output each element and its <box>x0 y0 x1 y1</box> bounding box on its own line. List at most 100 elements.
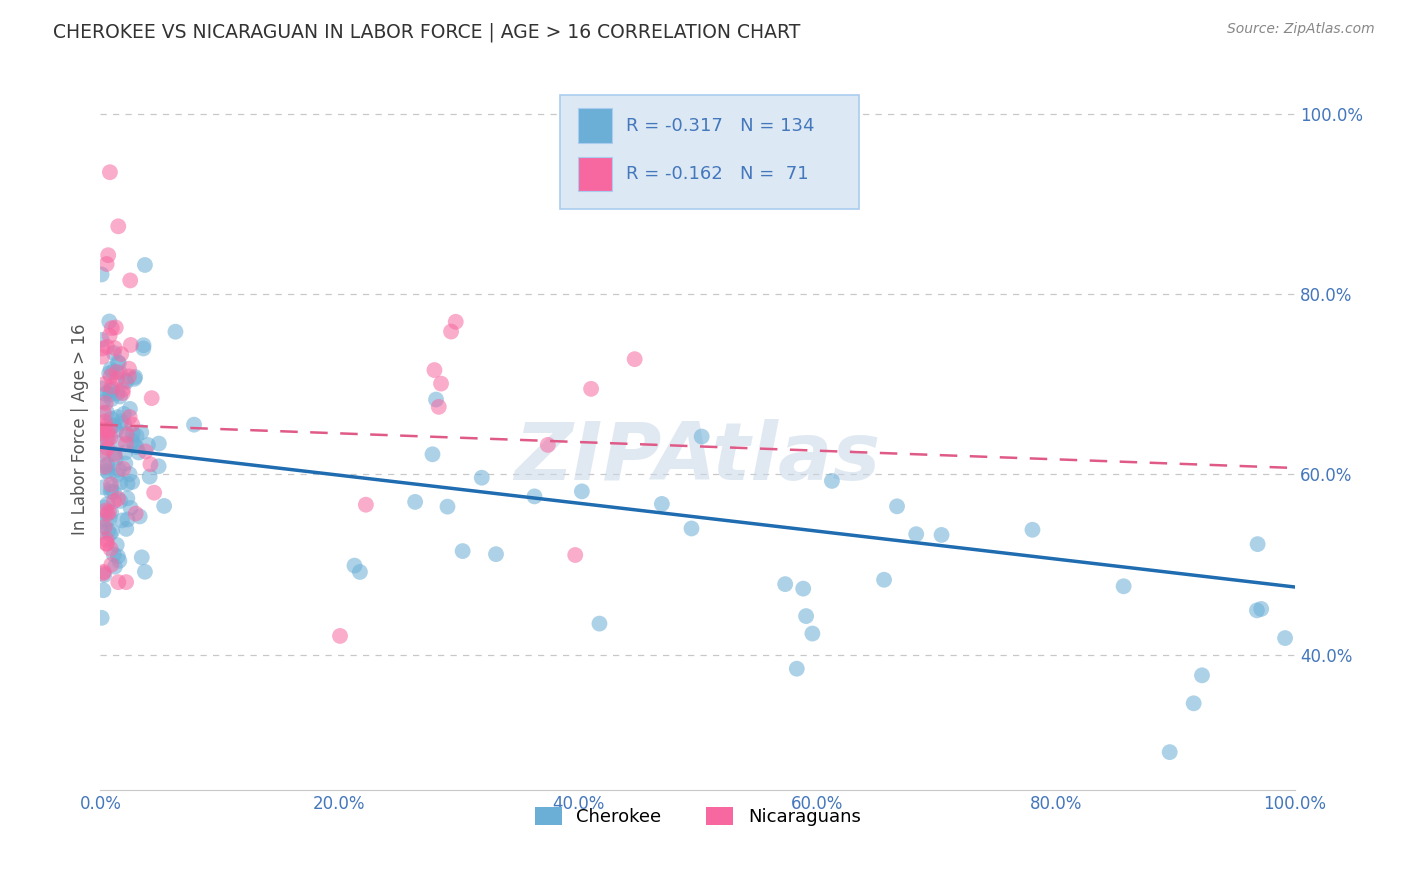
Point <box>523 490 546 504</box>
Point <box>134 565 156 579</box>
Point <box>125 440 148 454</box>
Text: CHEROKEE VS NICARAGUAN IN LABOR FORCE | AGE > 16 CORRELATION CHART: CHEROKEE VS NICARAGUAN IN LABOR FORCE | … <box>53 22 801 42</box>
Point <box>120 501 142 516</box>
Point <box>115 375 138 389</box>
Point <box>105 538 128 552</box>
FancyBboxPatch shape <box>561 95 859 210</box>
Point <box>121 475 143 489</box>
Point <box>451 544 474 558</box>
Point <box>103 485 125 500</box>
Point <box>128 445 150 459</box>
Point <box>117 491 139 506</box>
Point <box>121 426 143 441</box>
Point <box>104 451 127 466</box>
Point <box>139 458 162 472</box>
Point <box>111 513 134 527</box>
Point <box>153 499 176 513</box>
Point <box>118 467 141 482</box>
Point <box>115 426 138 441</box>
Point <box>96 406 118 420</box>
Point <box>96 433 118 447</box>
Point <box>105 386 128 401</box>
Point <box>100 411 122 425</box>
Point <box>100 477 122 491</box>
Point <box>114 445 136 459</box>
Point <box>94 520 117 534</box>
Point <box>101 383 124 397</box>
Point <box>98 165 121 179</box>
Y-axis label: In Labor Force | Age > 16: In Labor Force | Age > 16 <box>72 324 89 535</box>
Point <box>94 419 117 434</box>
Point <box>91 342 114 356</box>
Point <box>93 445 115 459</box>
Point <box>1021 523 1043 537</box>
Point <box>117 476 139 491</box>
Point <box>110 494 132 508</box>
Point <box>148 459 170 474</box>
Point <box>98 387 121 401</box>
Bar <box>578 108 612 143</box>
Text: ZIPAtlas: ZIPAtlas <box>515 419 880 497</box>
Point <box>579 382 602 396</box>
Point <box>90 268 112 282</box>
Point <box>107 219 129 234</box>
Point <box>103 447 125 461</box>
Point <box>681 521 703 535</box>
Point <box>94 415 117 429</box>
Point <box>96 460 118 475</box>
Point <box>120 338 142 352</box>
Point <box>105 435 128 450</box>
Point <box>91 566 114 581</box>
Point <box>100 541 122 556</box>
Point <box>564 548 586 562</box>
Point <box>107 355 129 369</box>
Point <box>104 341 127 355</box>
Point <box>93 422 115 436</box>
Point <box>90 333 112 347</box>
Point <box>96 513 118 527</box>
Point <box>100 392 122 406</box>
Point <box>100 484 122 499</box>
Point <box>422 447 444 461</box>
Point <box>101 524 124 539</box>
Point <box>690 429 713 443</box>
Point <box>115 437 138 451</box>
Point <box>905 527 928 541</box>
Point <box>105 467 128 482</box>
Point <box>108 554 131 568</box>
Point <box>97 433 120 447</box>
Point <box>96 457 118 471</box>
Point <box>91 430 114 444</box>
Point <box>100 558 122 572</box>
Point <box>93 406 115 420</box>
Point <box>436 500 458 514</box>
Text: R = -0.162   N =  71: R = -0.162 N = 71 <box>626 165 808 183</box>
Point <box>471 471 494 485</box>
Point <box>148 436 170 450</box>
Point <box>873 573 896 587</box>
Point <box>100 362 122 376</box>
Point <box>1274 631 1296 645</box>
Point <box>1182 696 1205 710</box>
Point <box>132 342 155 356</box>
Point <box>115 575 138 590</box>
Point <box>931 528 953 542</box>
Point <box>404 495 426 509</box>
Point <box>427 400 450 414</box>
Point <box>107 575 129 590</box>
Point <box>101 418 124 433</box>
Point <box>623 352 645 367</box>
Point <box>108 366 131 380</box>
Point <box>138 469 160 483</box>
Point <box>97 248 120 262</box>
Point <box>183 417 205 432</box>
Point <box>90 524 112 539</box>
Point <box>96 441 118 455</box>
Point <box>103 418 125 433</box>
Point <box>485 547 508 561</box>
Point <box>444 315 467 329</box>
Point <box>103 365 125 379</box>
Point <box>430 376 453 391</box>
Point <box>94 503 117 517</box>
Point <box>98 511 121 525</box>
